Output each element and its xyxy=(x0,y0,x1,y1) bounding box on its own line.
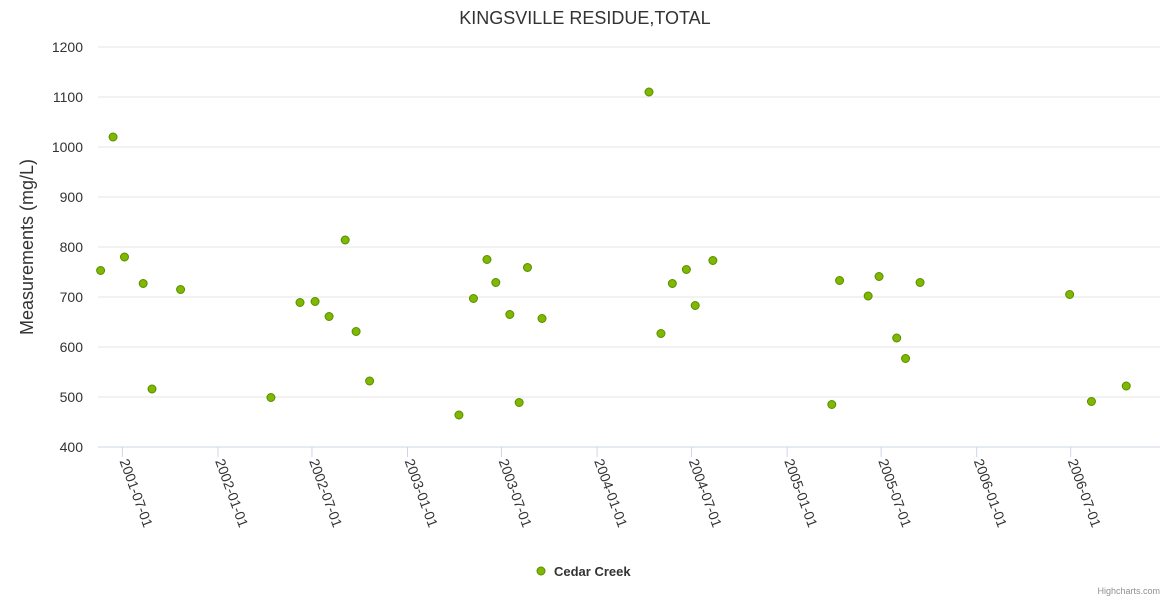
x-tick-label: 2005-07-01 xyxy=(875,457,915,530)
data-point[interactable] xyxy=(324,312,334,321)
x-tick-label: 2004-01-01 xyxy=(591,457,631,530)
data-point[interactable] xyxy=(901,354,911,363)
data-point[interactable] xyxy=(667,279,677,288)
x-tick-label: 2002-07-01 xyxy=(306,457,346,530)
data-point[interactable] xyxy=(266,393,276,402)
data-point[interactable] xyxy=(108,132,118,142)
data-point[interactable] xyxy=(505,310,515,319)
series-cedar-creek[interactable] xyxy=(96,87,1131,420)
data-point[interactable] xyxy=(482,255,492,264)
data-point[interactable] xyxy=(708,256,718,265)
legend-item-cedar-creek[interactable]: Cedar Creek xyxy=(536,564,631,579)
data-point[interactable] xyxy=(295,298,305,307)
x-tick-label: 2006-07-01 xyxy=(1065,457,1105,530)
data-point[interactable] xyxy=(454,410,464,420)
data-point[interactable] xyxy=(1065,290,1075,299)
data-point[interactable] xyxy=(537,314,547,323)
data-point[interactable] xyxy=(656,329,666,338)
data-point[interactable] xyxy=(340,235,350,245)
x-tick-label: 2006-01-01 xyxy=(971,457,1011,530)
data-point[interactable] xyxy=(138,279,148,288)
data-point[interactable] xyxy=(892,333,902,343)
data-point[interactable] xyxy=(1086,397,1096,406)
data-point[interactable] xyxy=(644,87,654,97)
x-tick-label: 2005-01-01 xyxy=(781,457,821,530)
y-tick-label: 1000 xyxy=(52,139,83,155)
x-tick-label: 2002-01-01 xyxy=(212,457,252,530)
data-point[interactable] xyxy=(176,285,186,294)
y-tick-label: 600 xyxy=(60,339,84,355)
y-axis-label: Measurements (mg/L) xyxy=(17,159,37,335)
legend-label: Cedar Creek xyxy=(554,564,631,579)
x-tick-label: 2001-07-01 xyxy=(117,457,157,530)
y-tick-label: 800 xyxy=(60,239,84,255)
data-point[interactable] xyxy=(681,265,691,274)
data-point[interactable] xyxy=(491,278,501,287)
data-point[interactable] xyxy=(365,376,375,386)
data-point[interactable] xyxy=(514,398,524,407)
data-point[interactable] xyxy=(827,400,837,409)
x-tick-label: 2004-07-01 xyxy=(686,457,726,530)
data-point[interactable] xyxy=(96,266,106,275)
data-point[interactable] xyxy=(351,327,361,336)
credits-link[interactable]: Highcharts.com xyxy=(1097,586,1160,596)
y-tick-label: 400 xyxy=(60,439,84,455)
y-axis-ticks: 400 500 600 700 800 900 1000 1100 1200 xyxy=(52,39,83,455)
data-point[interactable] xyxy=(119,252,129,262)
data-point[interactable] xyxy=(874,272,884,281)
data-point[interactable] xyxy=(147,384,157,394)
y-tick-label: 1100 xyxy=(53,89,83,105)
data-point[interactable] xyxy=(835,276,845,285)
y-tick-label: 500 xyxy=(60,389,84,405)
chart-title: KINGSVILLE RESIDUE,TOTAL xyxy=(459,8,710,28)
x-axis-ticks: 2001-07-01 2002-01-01 2002-07-01 2003-01-01… xyxy=(117,447,1105,530)
legend-marker xyxy=(536,566,546,576)
data-point[interactable] xyxy=(310,297,320,306)
data-point[interactable] xyxy=(522,263,532,272)
y-tick-label: 900 xyxy=(60,189,84,205)
y-gridlines xyxy=(98,46,1160,398)
data-point[interactable] xyxy=(690,301,700,310)
x-tick-label: 2003-07-01 xyxy=(496,457,536,530)
data-point[interactable] xyxy=(1121,381,1131,391)
y-tick-label: 700 xyxy=(60,289,84,305)
data-point[interactable] xyxy=(863,291,873,301)
data-point[interactable] xyxy=(915,278,925,287)
x-tick-label: 2003-01-01 xyxy=(402,457,442,530)
data-point[interactable] xyxy=(468,294,478,303)
y-tick-label: 1200 xyxy=(52,39,83,55)
